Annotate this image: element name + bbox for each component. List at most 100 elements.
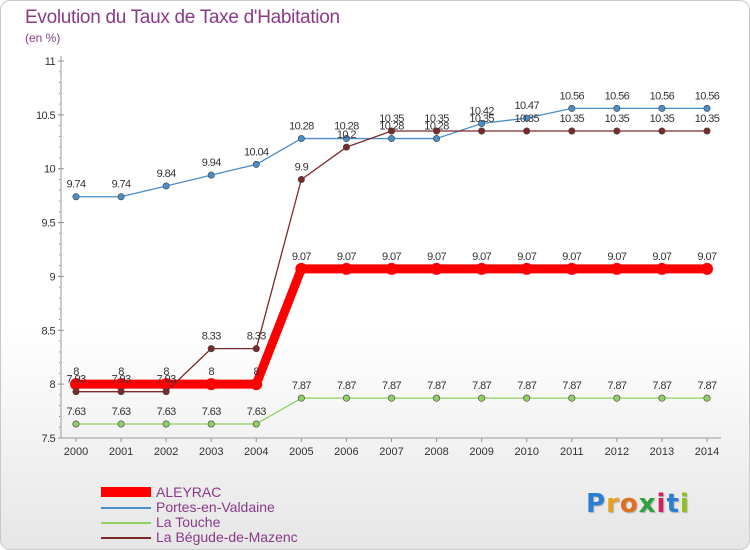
data-label: 7.93 [157,374,176,386]
data-point [297,135,305,143]
data-label: 7.87 [472,380,491,392]
data-point [252,160,260,168]
data-label: 10.28 [289,121,314,133]
data-label: 9.07 [517,251,536,263]
data-point [162,388,170,396]
data-point [565,262,578,275]
data-label: 7.93 [66,374,85,386]
data-point [520,262,533,275]
data-point [433,394,441,402]
data-point [342,394,350,402]
data-point [703,104,711,112]
data-point [297,175,305,183]
data-label: 9.9 [295,161,309,173]
x-tick-label: 2011 [560,446,584,458]
data-label: 7.87 [517,380,536,392]
data-label: 9.07 [337,251,356,263]
data-label: 9.74 [112,179,131,191]
data-point [523,127,531,135]
legend-label-la-touche: La Touche [156,514,221,530]
legend-item-la-touche: La Touche [101,515,298,530]
data-point [523,114,531,122]
legend-swatch-la-touche [101,522,151,524]
legend-label-portes-en-valdaine: Portes-en-Valdaine [156,499,275,515]
data-point [117,420,125,428]
data-label: 8.33 [202,331,221,343]
legend-label-aleyrac: ALEYRAC [156,484,222,500]
x-tick-label: 2009 [469,446,493,458]
data-label: 9.84 [157,168,176,180]
data-point [658,127,666,135]
data-label: 10.35 [650,113,675,125]
logo-letter: P [586,489,607,519]
logo-letter: r [606,489,620,519]
data-label: 10.2 [337,129,356,141]
logo-letter: t [666,489,680,519]
legend-item-portes-en-valdaine: Portes-en-Valdaine [101,500,298,515]
data-label: 8 [163,366,169,378]
data-label: 9.07 [697,251,716,263]
data-point [568,127,576,135]
x-tick-label: 2007 [379,446,403,458]
data-label: 7.87 [607,380,626,392]
data-label: 8 [254,366,260,378]
data-point [162,182,170,190]
y-tick-label: 10 [44,164,56,176]
data-label: 7.87 [562,380,581,392]
data-point [72,193,80,201]
y-tick-label: 8.5 [42,325,56,337]
data-label: 10.35 [560,113,585,125]
data-point [523,394,531,402]
data-point [342,135,350,143]
legend-swatch-la-begude-de-mazenc [101,537,151,539]
data-label: 10.56 [560,90,585,102]
data-point [117,388,125,396]
data-label: 8 [73,366,79,378]
data-point [568,104,576,112]
data-label: 10.42 [469,105,494,117]
proxiti-logo: Proxiti [586,489,690,519]
data-label: 10.28 [424,121,449,133]
data-point [115,378,128,391]
data-point [297,394,305,402]
data-label: 9.07 [382,251,401,263]
legend-item-la-begude-de-mazenc: La Bégude-de-Mazenc [101,530,298,545]
data-point [430,262,443,275]
data-label: 8.33 [247,331,266,343]
data-label: 7.87 [652,380,671,392]
data-point [162,420,170,428]
data-point [655,262,668,275]
data-label: 7.87 [337,380,356,392]
data-label: 7.87 [292,380,311,392]
data-point [207,345,215,353]
data-point [250,378,263,391]
data-point [433,135,441,143]
x-tick-label: 2004 [244,446,268,458]
x-tick-label: 2000 [64,446,88,458]
data-label: 10.47 [514,100,539,112]
data-label: 7.63 [202,406,221,418]
data-point [613,127,621,135]
data-point [160,378,173,391]
data-label: 7.63 [247,406,266,418]
x-tick-label: 2002 [154,446,178,458]
data-label: 8 [118,366,124,378]
data-label: 9.07 [427,251,446,263]
data-point [568,394,576,402]
x-tick-label: 2006 [334,446,358,458]
data-point [205,378,218,391]
data-label: 9.07 [472,251,491,263]
data-label: 7.87 [697,380,716,392]
data-label: 10.35 [469,113,494,125]
legend-label-la-begude-de-mazenc: La Bégude-de-Mazenc [156,529,298,545]
data-point [252,420,260,428]
data-point [610,262,623,275]
logo-letter: i [656,489,667,519]
data-point [478,127,486,135]
x-tick-label: 2014 [695,446,719,458]
data-label: 9.07 [562,251,581,263]
data-point [387,135,395,143]
logo-letter: x [638,489,657,519]
data-label: 9.74 [66,179,85,191]
